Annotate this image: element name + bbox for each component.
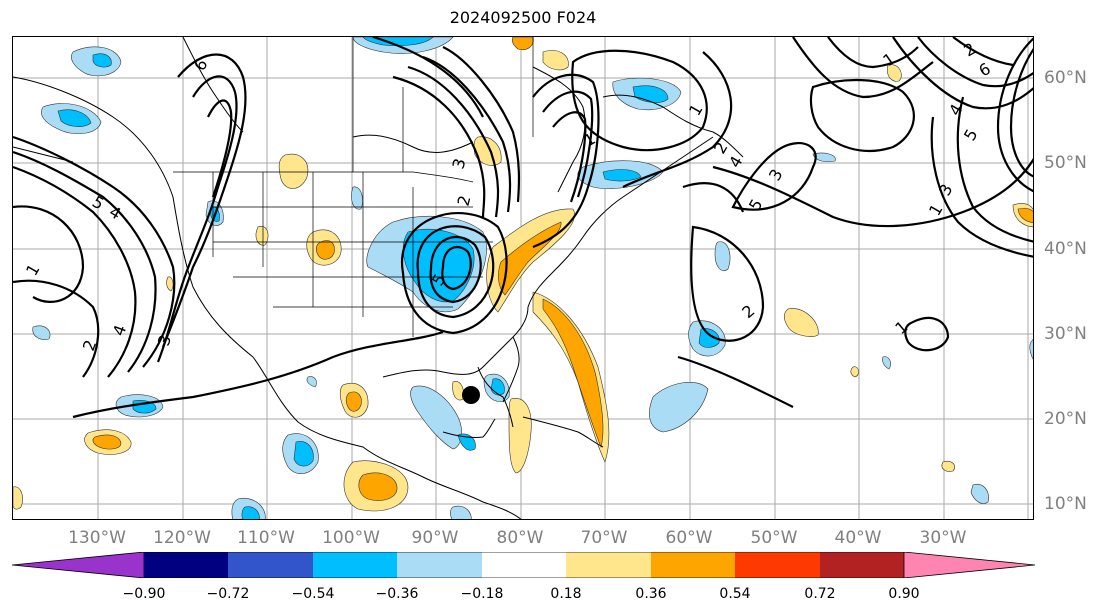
colorbar-tick-8: 0.54 bbox=[719, 586, 751, 602]
contour-label-6c: 6 bbox=[976, 59, 994, 81]
positive-anomaly-fill bbox=[13, 37, 1033, 512]
colorbar-tick-1: −0.90 bbox=[122, 586, 166, 602]
colorbar-bin-1 bbox=[144, 552, 228, 578]
contour-label-4d: 4 bbox=[725, 153, 747, 171]
colorbar-bin-4 bbox=[397, 552, 482, 578]
colorbar-low-extend bbox=[12, 552, 145, 578]
contour-label-1d: 1 bbox=[925, 201, 947, 219]
colorbar-tick-2: −0.72 bbox=[206, 586, 250, 602]
lon-label-50w: 50°W bbox=[750, 528, 798, 548]
lon-label-130w: 130°W bbox=[68, 528, 126, 548]
colorbar-tick-4: −0.36 bbox=[375, 586, 419, 602]
lon-label-90w: 90°W bbox=[411, 528, 459, 548]
colorbar-tick-10: 0.90 bbox=[888, 586, 920, 602]
contour-label-2b: 2 bbox=[454, 193, 475, 208]
colorbar-tick-5: −0.18 bbox=[460, 586, 504, 602]
map-canvas: 1 2 3 4 6 3 2 1 1 2 6 4 5 3 1 2 1 4 3 5 … bbox=[13, 37, 1033, 519]
contour-label-2c: 2 bbox=[961, 39, 979, 61]
lat-label-40n: 40°N bbox=[1044, 239, 1087, 259]
lat-label-20n: 20°N bbox=[1044, 409, 1087, 429]
contour-label-1f: 1 bbox=[685, 101, 707, 119]
lat-label-60n: 60°N bbox=[1044, 68, 1087, 88]
lat-label-10n: 10°N bbox=[1044, 494, 1087, 514]
colorbar-bin-9 bbox=[820, 552, 904, 578]
colorbar-bin-6 bbox=[566, 552, 651, 578]
contour-label-4e: 4 bbox=[106, 202, 124, 224]
lon-label-100w: 100°W bbox=[322, 528, 380, 548]
contour-label-5d: 5 bbox=[745, 196, 767, 214]
contour-label-3b: 3 bbox=[449, 156, 470, 171]
lon-label-40w: 40°W bbox=[834, 528, 882, 548]
lon-label-60w: 60°W bbox=[665, 528, 713, 548]
colorbar-bin-5 bbox=[482, 552, 566, 578]
colorbar-bin-8 bbox=[735, 552, 820, 578]
contour-label-1: 1 bbox=[22, 261, 44, 279]
contour-label-5c: 5 bbox=[960, 126, 982, 144]
political-borders bbox=[173, 37, 534, 337]
lat-label-50n: 50°N bbox=[1044, 153, 1087, 173]
colorbar-tick-3: −0.54 bbox=[291, 586, 335, 602]
colorbar-bin-7 bbox=[651, 552, 735, 578]
contour-labels: 1 2 3 4 6 3 2 1 1 2 6 4 5 3 1 2 1 4 3 5 … bbox=[22, 39, 994, 353]
lat-label-30n: 30°N bbox=[1044, 324, 1087, 344]
colorbar-high-extend bbox=[903, 552, 1036, 578]
contours bbox=[13, 37, 1033, 419]
colorbar-tick-6: 0.18 bbox=[550, 586, 582, 602]
contour-label-3c: 3 bbox=[935, 181, 957, 199]
lon-label-80w: 80°W bbox=[496, 528, 544, 548]
lon-label-30w: 30°W bbox=[919, 528, 967, 548]
colorbar-tick-9: 0.72 bbox=[804, 586, 836, 602]
map-title: 2024092500 F024 bbox=[449, 8, 597, 27]
contour-label-2d: 2 bbox=[738, 301, 758, 322]
contour-label-1e: 1 bbox=[891, 317, 911, 338]
contour-label-3d: 3 bbox=[765, 166, 787, 184]
storm-center-dot bbox=[462, 386, 480, 404]
lon-label-110w: 110°W bbox=[237, 528, 295, 548]
lon-label-70w: 70°W bbox=[580, 528, 628, 548]
colorbar-tick-7: 0.36 bbox=[635, 586, 667, 602]
contour-label-4: 4 bbox=[109, 322, 130, 338]
coastlines bbox=[13, 37, 744, 519]
map-panel: 1 2 3 4 6 3 2 1 1 2 6 4 5 3 1 2 1 4 3 5 … bbox=[12, 36, 1034, 520]
colorbar-bin-3 bbox=[313, 552, 397, 578]
lon-label-120w: 120°W bbox=[153, 528, 211, 548]
colorbar bbox=[12, 552, 1036, 578]
colorbar-bin-2 bbox=[228, 552, 313, 578]
